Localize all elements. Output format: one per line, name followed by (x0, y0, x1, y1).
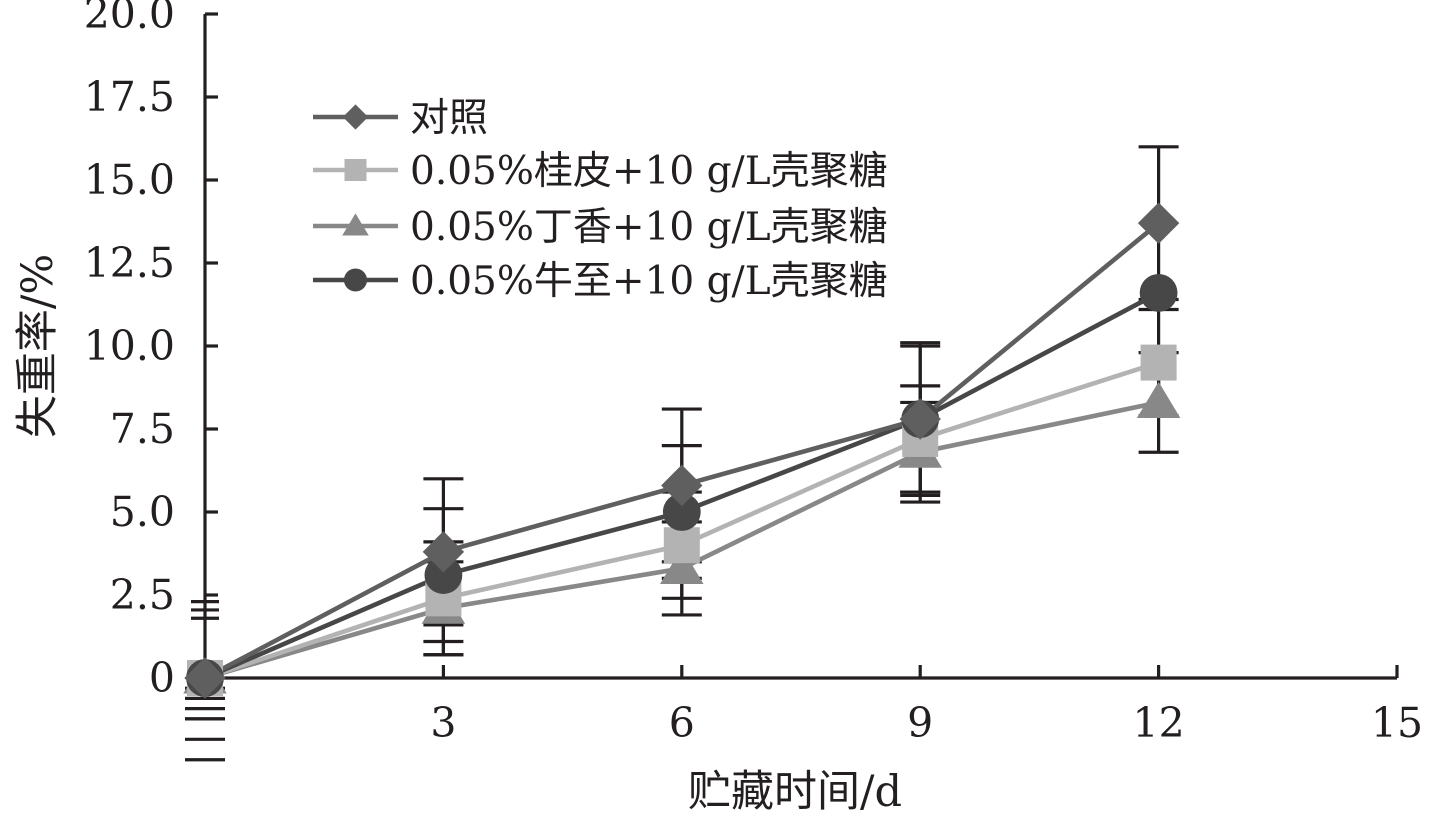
diamond-marker (184, 657, 226, 699)
circle-marker (662, 493, 701, 531)
legend-square-icon (344, 159, 367, 181)
series-markers (183, 202, 1181, 699)
diamond-marker (899, 398, 941, 440)
y-ticks: 0 2.5 5.0 7.5 10.0 12.5 15.0 17.5 20.0 (84, 0, 218, 702)
y-tick-label: 2.5 (110, 571, 175, 619)
diamond-marker (661, 464, 703, 507)
y-tick-label: 15.0 (84, 156, 175, 204)
diamond-marker (422, 531, 465, 573)
square-marker (1140, 344, 1177, 381)
x-tick-label: 3 (430, 699, 456, 747)
legend-label: 0.05%丁香+10 g/L壳聚糖 (410, 205, 888, 250)
legend-circle-icon (343, 268, 368, 292)
y-tick-label: 20.0 (84, 0, 175, 38)
y-axis-title: 失重率/% (13, 254, 63, 438)
legend-label: 0.05%牛至+10 g/L壳聚糖 (410, 259, 888, 304)
legend-label: 对照 (410, 96, 488, 141)
x-axis-title: 贮藏时间/d (688, 767, 902, 816)
y-tick-label: 7.5 (110, 405, 175, 453)
y-tick-label: 0 (149, 654, 175, 702)
axes (203, 14, 1397, 680)
legend-label: 0.05%桂皮+10 g/L壳聚糖 (410, 149, 888, 194)
triangle-marker (1136, 381, 1181, 418)
y-tick-label: 17.5 (84, 73, 175, 121)
legend-triangle-icon (342, 213, 369, 236)
legend-diamond-icon (342, 104, 369, 130)
circle-marker (424, 556, 463, 594)
x-tick-label: 15 (1371, 699, 1423, 747)
y-tick-label: 5.0 (110, 488, 175, 536)
circle-marker (1139, 273, 1178, 312)
x-tick-label: 12 (1133, 699, 1185, 747)
x-ticks: 3 6 9 12 15 (430, 665, 1423, 747)
legend: 对照 0.05%桂皮+10 g/L壳聚糖 0.05%丁香+10 g/L壳聚糖 0.05… (313, 96, 888, 304)
square-marker (663, 527, 700, 564)
x-tick-label: 9 (907, 699, 933, 747)
y-tick-label: 12.5 (84, 239, 175, 287)
diamond-marker (1137, 202, 1180, 244)
x-tick-label: 6 (669, 699, 695, 747)
y-tick-label: 10.0 (84, 322, 175, 370)
triangle-marker (660, 547, 704, 584)
